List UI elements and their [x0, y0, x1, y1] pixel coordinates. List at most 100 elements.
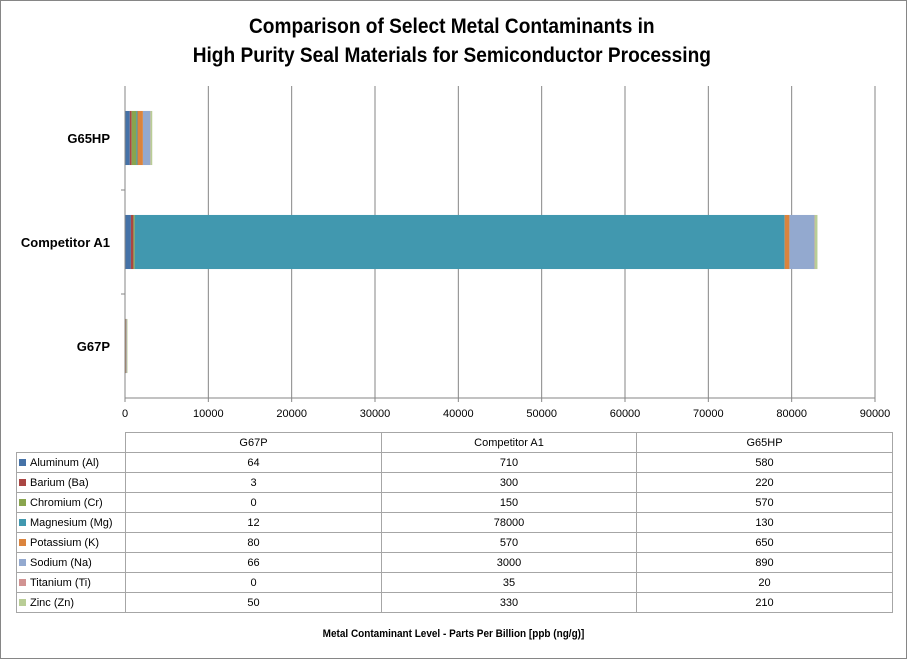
y-tick-label: G67P: [77, 339, 111, 354]
data-table-header: Competitor A1: [381, 432, 637, 453]
series-label: Chromium (Cr): [16, 492, 126, 513]
data-table-row: Titanium (Ti) 0 35 20: [16, 572, 893, 593]
data-table-row: Zinc (Zn) 50 330 210: [16, 592, 893, 613]
series-label: Potassium (K): [16, 532, 126, 553]
legend-key: [19, 498, 26, 506]
series-label: Magnesium (Mg): [16, 512, 126, 533]
data-label: 12: [125, 512, 382, 533]
bar-segment: [784, 214, 790, 270]
bar-segment: [130, 214, 134, 270]
data-label: 3000: [381, 552, 637, 573]
data-label: 3: [125, 472, 382, 493]
data-table-row: Barium (Ba) 3 300 220: [16, 472, 893, 493]
series-name: Zinc (Zn): [30, 596, 74, 609]
bar-segment: [150, 110, 153, 166]
legend-key: [19, 598, 26, 606]
series-name: Potassium (K): [30, 536, 100, 549]
bar-segment: [129, 110, 132, 166]
legend-key: [19, 478, 26, 486]
bar-segment: [125, 214, 131, 270]
x-tick-label: 30000: [360, 408, 391, 420]
series-label: Barium (Ba): [16, 472, 126, 493]
x-tick-label: 60000: [610, 408, 641, 420]
data-table-row: Chromium (Cr) 0 150 570: [16, 492, 893, 513]
bar-segment: [134, 214, 785, 270]
data-label: 0: [125, 572, 382, 593]
legend-key: [19, 578, 26, 586]
bar-segment: [125, 110, 130, 166]
data-table-row: Aluminum (Al) 64 710 580: [16, 452, 893, 473]
data-label: 570: [636, 492, 893, 513]
series-label: Sodium (Na): [16, 552, 126, 573]
data-table-row: Potassium (K) 80 570 650: [16, 532, 893, 553]
series-label: Aluminum (Al): [16, 452, 126, 473]
legend-key: [19, 538, 26, 546]
series-name: Magnesium (Mg): [30, 516, 113, 529]
data-label: 150: [381, 492, 637, 513]
series-name: Titanium (Ti): [30, 576, 91, 589]
x-tick-label: 80000: [776, 408, 807, 420]
data-label: 580: [636, 452, 893, 473]
bar-segment: [142, 110, 151, 166]
x-tick-label: 0: [122, 408, 128, 420]
data-table-row: Magnesium (Mg) 12 78000 130: [16, 512, 893, 533]
data-label: 78000: [381, 512, 637, 533]
data-table-header: G65HP: [636, 432, 893, 453]
data-label: 64: [125, 452, 382, 473]
series-name: Barium (Ba): [30, 476, 89, 489]
chart-title-line-2: High Purity Seal Materials for Semicondu…: [192, 44, 711, 67]
legend-key: [19, 518, 26, 526]
data-label: 35: [381, 572, 637, 593]
bar-segment: [814, 214, 818, 270]
data-label: 570: [381, 532, 637, 553]
data-label: 210: [636, 592, 893, 613]
data-table-body: Aluminum (Al) 64 710 580 Barium (Ba) 3 300 220 C…: [16, 452, 893, 613]
bar-series: [125, 110, 818, 374]
series-name: Sodium (Na): [30, 556, 92, 569]
series-name: Chromium (Cr): [30, 496, 103, 509]
y-tick-label: Competitor A1: [21, 235, 110, 250]
legend-key: [19, 458, 26, 466]
series-name: Aluminum (Al): [30, 456, 100, 469]
data-table: G67P Competitor A1 G65HP Aluminum (Al) 64…: [16, 432, 893, 613]
bar-segment: [133, 214, 135, 270]
data-label: 710: [381, 452, 637, 473]
bar-segment: [131, 110, 137, 166]
data-table-row: Sodium (Na) 66 3000 890: [16, 552, 893, 573]
legend-key: [19, 558, 26, 566]
axes: 0 10000 20000 30000 40000 50000 60000 70000 8000…: [21, 86, 890, 420]
x-tick-label: 70000: [693, 408, 724, 420]
bar-segment: [136, 110, 138, 166]
x-tick-label: 40000: [443, 408, 474, 420]
x-tick-label: 20000: [276, 408, 307, 420]
chart-title: Comparison of Select Metal Contaminants …: [0, 12, 904, 70]
series-label: Titanium (Ti): [16, 572, 126, 593]
data-label: 50: [125, 592, 382, 613]
data-label: 220: [636, 472, 893, 493]
bar-segment: [137, 110, 143, 166]
chart-title-line-1: Comparison of Select Metal Contaminants …: [248, 15, 655, 38]
bar-segment: [126, 318, 127, 374]
data-label: 300: [381, 472, 637, 493]
data-label: 20: [636, 572, 893, 593]
series-label: Zinc (Zn): [16, 592, 126, 613]
data-table-header: G67P: [125, 432, 382, 453]
data-table-header-row: G67P Competitor A1 G65HP: [16, 432, 893, 453]
bar-segment: [789, 214, 815, 270]
bar-segment: [126, 318, 128, 374]
data-label: 80: [125, 532, 382, 553]
data-table-corner: [16, 432, 126, 453]
data-label: 66: [125, 552, 382, 573]
data-label: 130: [636, 512, 893, 533]
data-label: 650: [636, 532, 893, 553]
y-tick-label: G65HP: [67, 131, 110, 146]
data-label: 890: [636, 552, 893, 573]
data-label: 0: [125, 492, 382, 513]
x-tick-label: 10000: [193, 408, 224, 420]
x-tick-label: 50000: [526, 408, 557, 420]
x-axis-title: Metal Contaminant Level - Parts Per Bill…: [322, 628, 585, 640]
bar-segment: [125, 318, 127, 374]
data-label: 330: [381, 592, 637, 613]
x-tick-label: 90000: [860, 408, 891, 420]
